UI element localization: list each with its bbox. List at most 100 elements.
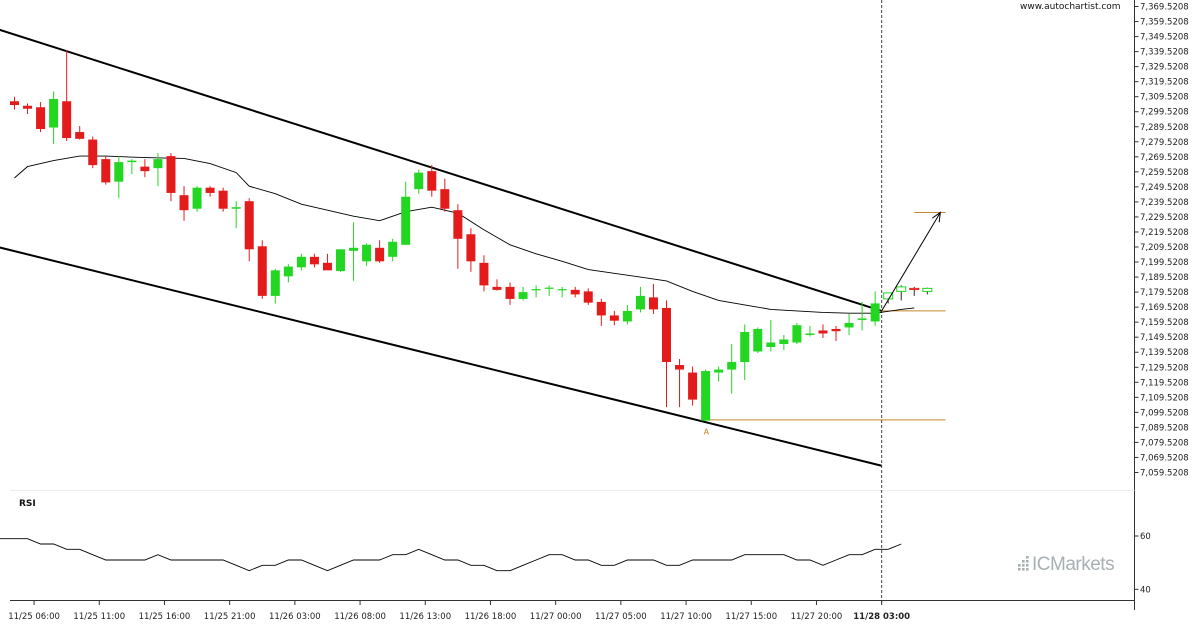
candle	[714, 366, 724, 382]
forecast-arrow-line	[881, 212, 941, 312]
time-tick-label: 11/25 16:00	[139, 612, 191, 622]
price-tick-label: 7,179.5208	[1140, 288, 1189, 298]
candle-body	[453, 210, 463, 239]
candle	[231, 201, 241, 229]
candle-body	[753, 328, 763, 352]
candle-body	[296, 256, 306, 268]
rsi-title: RSI	[19, 499, 36, 509]
candle	[453, 204, 463, 269]
candle	[688, 366, 698, 406]
candle-body	[231, 207, 241, 209]
candle-body	[883, 292, 894, 300]
time-axis: 11/25 06:00 11/25 11:00 11/25 16:00 11/25 2…	[8, 600, 910, 622]
candle	[492, 279, 502, 291]
candle-body	[140, 166, 150, 172]
candle	[844, 313, 854, 335]
time-tick-label: 11/26 08:00	[334, 612, 386, 622]
candle	[531, 285, 541, 298]
price-tick-label: 7,369.5208	[1140, 3, 1189, 13]
candle-body	[10, 101, 19, 105]
candle	[596, 298, 606, 326]
brand-mark-dot	[1026, 560, 1029, 563]
candle	[101, 156, 111, 185]
brand-mark-dot	[1022, 568, 1025, 571]
price-tick-label: 7,339.5208	[1140, 48, 1189, 58]
candle-body	[192, 187, 202, 209]
price-axis: 7,059.5208 7,069.5208 7,079.5208 7,089.5208…	[1134, 3, 1189, 478]
candle	[62, 50, 72, 142]
trend-line-upper	[0, 28, 882, 312]
time-tick-label: 11/27 15:00	[725, 612, 777, 622]
brand-mark-dot	[1018, 568, 1021, 571]
candle	[36, 101, 46, 133]
candle	[336, 249, 345, 272]
candle-body	[427, 171, 437, 191]
trend-lines	[0, 28, 882, 467]
candle-body	[440, 189, 450, 209]
rsi-level-label: 60	[1140, 532, 1151, 542]
candle	[766, 319, 776, 352]
price-tick-label: 7,159.5208	[1140, 318, 1189, 328]
candle-body	[805, 333, 815, 335]
candle-body	[844, 322, 854, 328]
candle-body	[557, 289, 567, 291]
time-tick-label: 11/27 00:00	[530, 612, 582, 622]
candle	[870, 291, 880, 326]
price-tick-label: 7,299.5208	[1140, 108, 1189, 118]
time-tick-label: 11/25 06:00	[8, 612, 60, 622]
candle-body	[166, 156, 176, 193]
annotations: A	[704, 211, 941, 437]
price-tick-label: 7,149.5208	[1140, 333, 1189, 343]
candle-body	[505, 286, 515, 299]
candle-body	[596, 301, 606, 316]
brand-mark-dot	[1022, 564, 1025, 567]
candle-body	[349, 247, 359, 251]
price-tick-label: 7,089.5208	[1140, 423, 1189, 433]
candle	[296, 253, 306, 271]
candle	[883, 292, 894, 304]
candle-body	[388, 241, 398, 257]
candle	[401, 181, 411, 245]
candle-body	[479, 262, 489, 286]
candle-body	[127, 160, 137, 163]
candle	[388, 238, 398, 262]
candle-body	[857, 318, 867, 320]
candle-body	[622, 310, 632, 322]
time-tick-label: 11/25 21:00	[204, 612, 256, 622]
candle	[479, 255, 489, 292]
candle	[609, 310, 619, 326]
candle-body	[583, 291, 593, 303]
candle	[414, 169, 424, 194]
time-tick-label: 11/26 18:00	[465, 612, 517, 622]
candle-body	[492, 286, 502, 290]
candle	[166, 153, 176, 202]
candle-body	[205, 187, 215, 193]
candle	[727, 343, 737, 394]
candle-body	[322, 262, 332, 271]
point-marker-label: A	[704, 428, 710, 437]
candle	[375, 240, 385, 263]
price-tick-label: 7,199.5208	[1140, 258, 1189, 268]
price-tick-label: 7,079.5208	[1140, 438, 1189, 448]
candle-body	[375, 247, 385, 262]
candle-body	[870, 303, 880, 322]
candle-body	[36, 107, 46, 130]
candle	[701, 369, 711, 421]
time-tick-label: 11/26 13:00	[399, 612, 451, 622]
candle-body	[244, 201, 254, 250]
candle	[635, 286, 645, 313]
forecast-arrow-head	[932, 211, 941, 223]
rsi-line	[0, 538, 902, 572]
candle	[205, 186, 215, 197]
candle	[505, 282, 515, 305]
candle	[23, 103, 33, 115]
candle-body	[114, 162, 124, 182]
candle-body	[62, 101, 72, 139]
price-tick-label: 7,059.5208	[1140, 468, 1189, 478]
candle-body	[570, 289, 580, 295]
candle-body	[831, 328, 841, 332]
candle-body	[740, 331, 750, 363]
candle	[349, 222, 359, 281]
